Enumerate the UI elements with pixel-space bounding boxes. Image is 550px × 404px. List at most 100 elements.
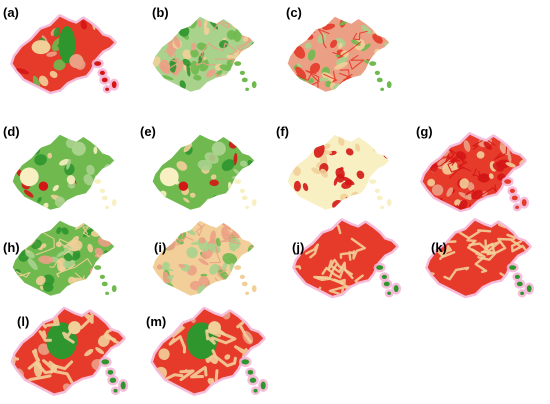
land-class-patch — [369, 137, 378, 142]
network-line — [174, 220, 186, 229]
land-class-patch — [27, 258, 38, 271]
network-line — [197, 42, 216, 61]
network-line — [305, 22, 315, 33]
land-class-patch — [302, 182, 309, 192]
network-line — [468, 240, 501, 253]
land-class-patch — [236, 221, 246, 231]
land-class-patch — [338, 42, 343, 49]
islet — [111, 285, 117, 293]
land-class-patch — [37, 220, 46, 232]
islet — [383, 281, 390, 287]
network-line — [305, 243, 319, 259]
islet — [234, 61, 242, 66]
land-class-patch — [108, 54, 115, 61]
land-class-patch — [22, 228, 35, 238]
panel-label-l: (l) — [17, 314, 30, 329]
land-class-patch — [518, 189, 525, 195]
land-class-patch — [61, 227, 69, 235]
network-line — [317, 28, 330, 49]
islet — [245, 205, 250, 209]
land-class-patch — [108, 227, 115, 235]
panel-label-h: (h) — [3, 240, 20, 255]
land-class-patch — [21, 27, 26, 36]
land-class-patch — [203, 18, 208, 30]
land-class-patch — [378, 175, 388, 186]
land-class-patch — [249, 168, 254, 172]
network-line — [58, 238, 73, 256]
network-line — [294, 265, 302, 270]
land-class-patch — [186, 63, 191, 77]
island-map-j — [292, 218, 402, 299]
land-class-patch — [422, 155, 429, 162]
land-class-patch — [206, 69, 216, 78]
land-class-patch — [304, 42, 312, 49]
land-class-patch — [309, 62, 321, 74]
land-class-patch — [102, 232, 109, 240]
network-line — [294, 220, 317, 238]
land-class-patch — [162, 271, 171, 287]
network-line — [298, 81, 319, 92]
islet — [520, 291, 525, 295]
map-panel-c: (c) — [275, 0, 405, 100]
land-class-patch — [67, 239, 83, 252]
land-class-zone — [38, 181, 49, 191]
islet — [369, 61, 377, 66]
network-line — [163, 28, 179, 40]
land-class-patch — [198, 276, 210, 288]
land-class-patch — [356, 170, 365, 179]
land-class-patch — [361, 24, 372, 34]
panel-label-g: (g) — [416, 124, 433, 139]
land-class-patch — [26, 237, 33, 243]
land-class-patch — [505, 162, 516, 168]
network-line — [447, 160, 465, 173]
map-panel-j: (j) — [282, 204, 412, 304]
land-class-patch — [165, 81, 169, 90]
islet — [251, 285, 257, 293]
land-class-patch — [483, 141, 492, 150]
network-line — [15, 271, 31, 278]
land-class-patch — [514, 134, 525, 144]
islet — [101, 359, 110, 365]
islet — [376, 195, 383, 201]
land-class-patch — [38, 255, 54, 264]
land-class-patch — [23, 189, 34, 198]
islet — [105, 291, 110, 295]
panel-label-j: (j) — [292, 240, 305, 255]
island-map-a — [10, 14, 120, 95]
land-class-patch — [311, 167, 321, 175]
land-class-patch — [193, 74, 202, 81]
islet — [515, 205, 520, 209]
land-class-patch — [431, 184, 444, 196]
map-panel-i: (i) — [140, 204, 270, 304]
land-class-patch — [189, 192, 196, 198]
land-class-patch — [159, 64, 170, 75]
land-class-patch — [334, 37, 346, 48]
network-line — [378, 65, 390, 80]
land-class-patch — [249, 181, 255, 189]
land-class-patch — [204, 152, 219, 164]
islet — [514, 274, 520, 280]
islet — [504, 179, 512, 184]
network-line — [444, 220, 459, 234]
islet — [94, 179, 102, 184]
map-panel-f: (f) — [275, 118, 405, 218]
islet — [234, 179, 242, 184]
land-class-patch — [71, 253, 81, 261]
network-line — [250, 246, 255, 256]
islet — [376, 77, 383, 83]
network-line — [219, 231, 241, 245]
island-map-g — [420, 132, 530, 213]
land-class-patch — [244, 144, 254, 153]
land-class-patch — [425, 145, 435, 159]
land-class-patch — [197, 159, 213, 171]
network-line — [330, 261, 354, 280]
islet — [374, 70, 380, 76]
map-panel-h: (h) — [0, 204, 130, 304]
land-class-patch — [178, 263, 186, 268]
land-class-patch — [47, 152, 52, 159]
network-line — [454, 228, 492, 240]
land-class-patch — [293, 180, 301, 192]
land-class-patch — [198, 237, 206, 244]
islet — [111, 199, 117, 207]
network-line — [350, 237, 366, 260]
